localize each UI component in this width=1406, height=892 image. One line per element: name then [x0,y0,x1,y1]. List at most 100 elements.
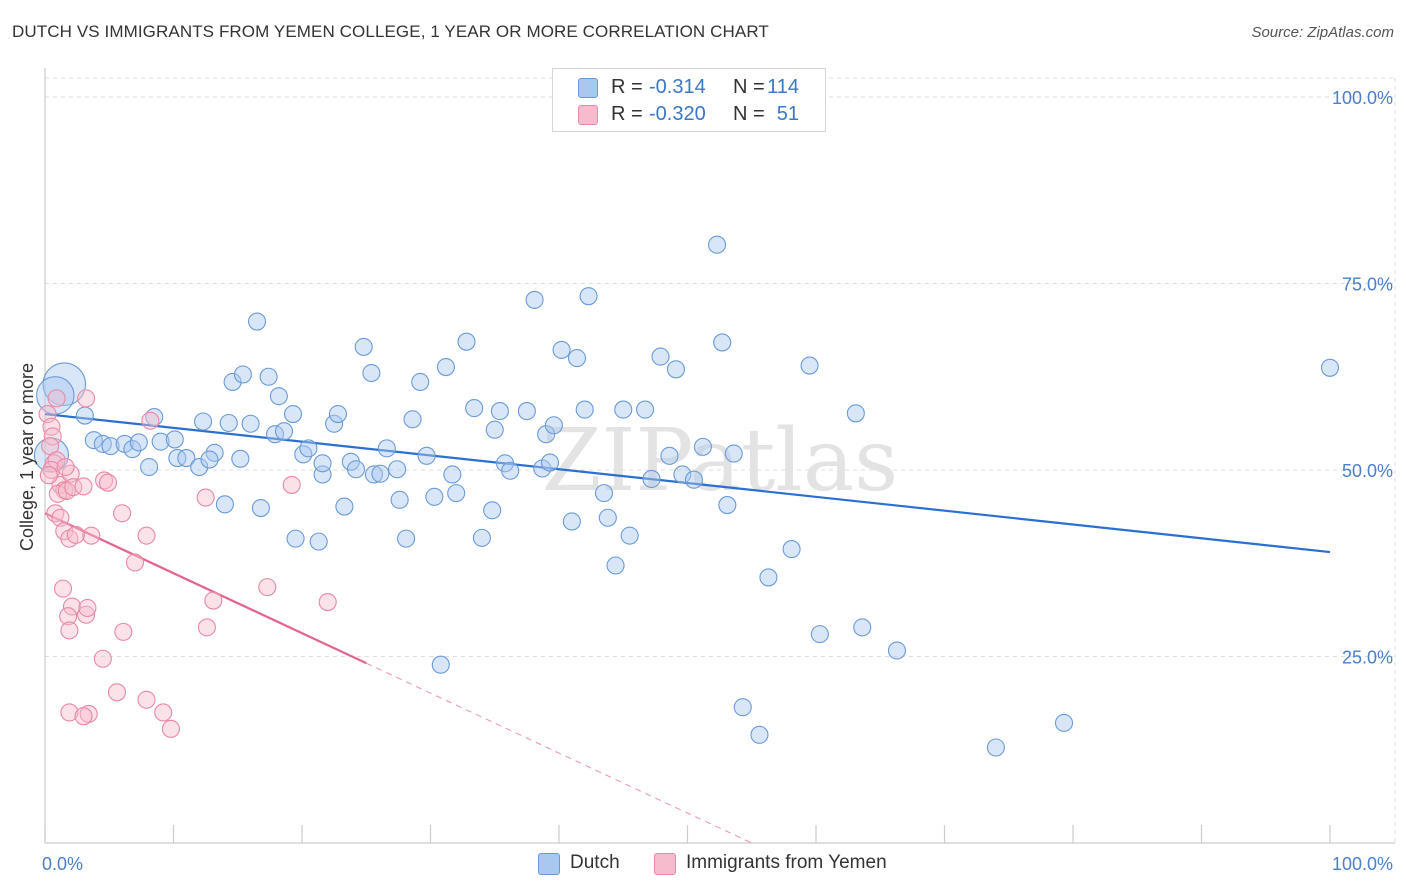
point-yemen [39,466,58,485]
point-dutch [472,528,491,547]
point-dutch [562,512,581,531]
point-dutch [215,495,234,514]
point-dutch [447,484,466,503]
point-yemen [66,525,85,544]
point-dutch [269,387,288,406]
point-dutch [684,470,703,489]
point-dutch [606,556,625,575]
legend-swatch-dutch [538,853,560,875]
point-dutch [436,358,455,377]
point-yemen [258,578,277,597]
point-dutch [800,356,819,375]
point-dutch [425,487,444,506]
point-dutch [286,529,305,548]
point-yemen [114,622,133,641]
point-yemen [154,703,173,722]
point-dutch [200,450,219,469]
point-yemen [78,598,97,618]
point-yemen [137,690,156,709]
point-dutch [887,641,907,660]
point-dutch [651,347,670,366]
point-dutch [1054,713,1074,732]
point-dutch [123,440,142,459]
point-dutch [151,432,170,451]
point-yemen [82,526,101,545]
legend-label-dutch: Dutch [570,852,620,873]
point-dutch [251,498,270,518]
r-value: -0.314 [649,76,706,98]
point-dutch [598,508,617,527]
trendline-dutch [44,412,1331,554]
point-dutch [397,529,416,548]
point-dutch [313,454,332,473]
trendline-yemen-extension [366,662,752,844]
point-yemen [98,473,118,492]
legend-swatch-yemen [578,105,598,125]
point-dutch [247,312,267,331]
point-dutch [594,484,614,503]
point-dutch [42,362,87,407]
n-value: 51 [776,103,799,125]
correlation-legend: R = -0.314 N = 114 R = -0.320 N = 51 [552,68,826,132]
point-dutch [552,340,571,359]
point-dutch [846,404,865,423]
point-dutch [567,349,587,368]
point-dutch [354,337,373,356]
n-label: N = [733,76,765,98]
point-dutch [346,460,366,479]
point-dutch [525,290,544,309]
point-dutch [660,446,679,465]
point-dutch [417,446,436,465]
point-dutch [223,372,242,392]
point-yemen [74,707,93,726]
point-yemen [59,607,78,626]
point-dutch [294,445,313,464]
point-dutch [75,406,94,425]
legend-swatch-yemen [654,853,676,875]
point-dutch [457,332,476,351]
point-yemen [282,475,301,494]
point-dutch [411,372,430,392]
point-yemen [53,579,73,598]
point-yemen [196,488,215,507]
point-dutch [309,532,328,551]
x-tick-label: 0.0% [42,854,83,874]
trend-lines [44,412,1331,844]
y-axis-label: College, 1 year or more [17,363,37,551]
point-dutch [443,465,462,484]
y-tick-label: 50.0% [1342,461,1393,481]
point-dutch [713,333,732,352]
point-yemen [93,649,112,668]
y-tick-label: 100.0% [1332,88,1393,108]
point-yemen [125,553,144,572]
source-note: Source: ZipAtlas.com [1251,24,1394,41]
watermark-logo: ZIPatlas [542,411,898,511]
point-dutch [579,287,598,306]
point-yemen [137,526,156,545]
point-dutch [490,402,509,421]
point-yemen [318,592,337,612]
y-tick-label: 75.0% [1342,275,1393,295]
point-dutch [299,439,318,458]
point-dutch [219,413,238,433]
point-dutch [390,490,409,509]
point-yemen [74,477,93,496]
point-dutch [693,437,712,456]
point-dutch [642,469,661,489]
point-yemen [47,389,66,408]
point-dutch [673,465,692,484]
point-yemen [113,504,132,523]
point-dutch [101,437,120,456]
point-dutch [377,439,396,458]
point-dutch [165,430,184,449]
point-yemen [161,719,180,738]
point-dutch [140,457,159,477]
point-dutch [810,625,829,644]
point-dutch [371,464,390,483]
point-dutch [620,526,639,545]
point-yemen [56,457,75,477]
point-dutch [283,404,303,424]
r-label: R = [611,76,643,98]
point-dutch [708,235,727,254]
